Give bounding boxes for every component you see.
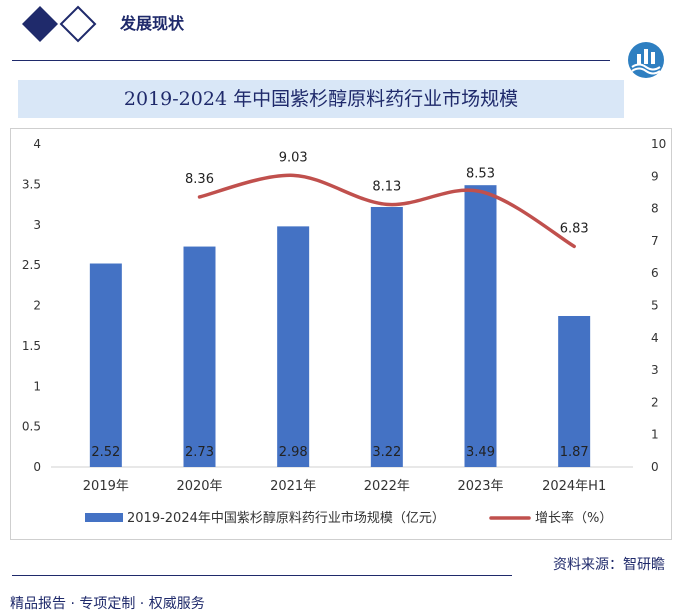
line-data-label: 8.53 xyxy=(466,166,495,181)
bar-data-label: 3.49 xyxy=(466,445,495,460)
y-left-tick-label: 0.5 xyxy=(22,420,41,434)
bar xyxy=(370,206,403,468)
chart-frame: 0 0.5 1 1.5 2 2.5 3 3.5 4 0 1 2 3 4 5 6 7 8 9 10 2.52 2019年 2.… xyxy=(10,128,672,540)
y-right-tick-label: 1 xyxy=(651,428,659,442)
bar xyxy=(464,185,497,467)
header: 发展现状 xyxy=(0,0,695,78)
diamond-logo-icon xyxy=(22,5,97,43)
legend-bar-label: 2019-2024年中国紫杉醇原料药行业市场规模（亿元） xyxy=(127,510,445,526)
y-right-tick-label: 7 xyxy=(651,234,659,248)
y-right-tick-label: 8 xyxy=(651,202,659,216)
y-right-tick-label: 0 xyxy=(651,460,659,474)
bar xyxy=(558,315,591,467)
bar xyxy=(277,226,310,467)
y-left-tick-label: 3 xyxy=(33,218,41,232)
chart-title-banner: 2019-2024 年中国紫杉醇原料药行业市场规模 xyxy=(18,80,624,118)
y-left-tick-label: 1.5 xyxy=(22,339,41,353)
footer-divider xyxy=(12,575,512,576)
y-left-tick-label: 3.5 xyxy=(22,177,41,191)
y-right-tick-label: 5 xyxy=(651,299,659,313)
footer-tagline: 精品报告 · 专项定制 · 权威服务 xyxy=(10,596,205,612)
line-data-label: 6.83 xyxy=(560,221,589,236)
y-right-tick-label: 2 xyxy=(651,395,659,409)
x-tick-label: 2019年 xyxy=(83,479,129,494)
chart-title: 2019-2024 年中国紫杉醇原料药行业市场规模 xyxy=(123,88,519,110)
x-tick-label: 2020年 xyxy=(176,479,222,494)
line-data-label: 8.36 xyxy=(185,172,214,187)
x-tick-label: 2021年 xyxy=(270,479,316,494)
x-tick-label: 2023年 xyxy=(457,479,503,494)
bar xyxy=(89,263,122,467)
bar-data-label: 2.98 xyxy=(279,445,308,460)
section-title: 发展现状 xyxy=(120,14,185,33)
y-left-tick-label: 2.5 xyxy=(22,258,41,272)
bar xyxy=(183,246,216,467)
y-left-tick-label: 0 xyxy=(33,460,41,474)
line-data-label: 9.03 xyxy=(279,150,308,165)
company-logo-icon xyxy=(628,42,664,78)
growth-rate-line xyxy=(197,173,576,249)
legend-bar-swatch xyxy=(85,513,123,522)
bar-data-label: 1.87 xyxy=(560,445,589,460)
y-right-tick-label: 9 xyxy=(651,169,659,183)
bar-data-label: 2.73 xyxy=(185,445,214,460)
y-right-tick-label: 4 xyxy=(651,331,659,345)
bar-data-label: 2.52 xyxy=(91,445,120,460)
bar-data-label: 3.22 xyxy=(372,445,401,460)
x-tick-label: 2024年H1 xyxy=(542,479,606,494)
y-left-tick-label: 4 xyxy=(33,137,41,151)
y-left-tick-label: 1 xyxy=(33,379,41,393)
y-left-tick-label: 2 xyxy=(33,299,41,313)
chart: 0 0.5 1 1.5 2 2.5 3 3.5 4 0 1 2 3 4 5 6 7 8 9 10 2.52 2019年 2.… xyxy=(22,137,666,526)
line-data-label: 8.13 xyxy=(372,179,401,194)
y-right-tick-label: 10 xyxy=(651,137,666,151)
y-right-tick-label: 6 xyxy=(651,266,659,280)
legend-line-label: 增长率（%） xyxy=(535,510,612,526)
header-divider xyxy=(12,60,610,61)
y-right-tick-label: 3 xyxy=(651,363,659,377)
source-text: 资料来源：智研瞻 xyxy=(553,557,665,573)
x-tick-label: 2022年 xyxy=(364,479,410,494)
